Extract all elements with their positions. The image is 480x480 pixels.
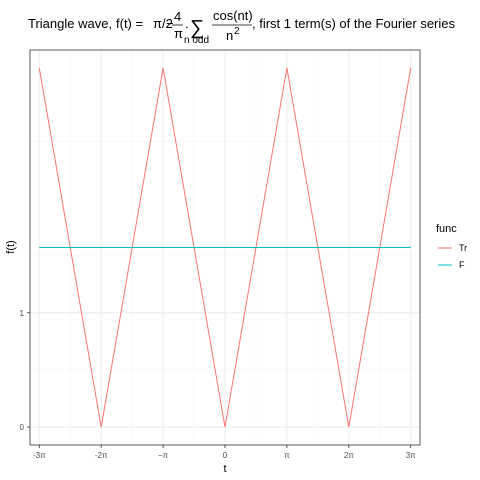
x-tick-label: -2π (95, 451, 108, 460)
title-cos-num: cos(nt) (213, 8, 253, 23)
x-tick-label: π (284, 451, 290, 460)
series-layer (38, 67, 412, 428)
title-dot: . (185, 16, 189, 31)
y-axis-ticks: 01 (20, 309, 30, 432)
title-cos-den: n (226, 28, 233, 43)
x-tick-label: 3π (406, 451, 416, 460)
chart-title: Triangle wave, f(t) = π/2 − 4 π . ∑ n od… (28, 8, 455, 46)
title-frac-den: π (174, 26, 183, 41)
x-axis-ticks: -3π -2π −π 0 π 2π 3π (33, 445, 416, 460)
x-axis-label: t (223, 463, 226, 475)
title-eq-lhs: f(t) = (116, 16, 143, 31)
title-minus: − (166, 16, 174, 31)
legend: func Tr F (436, 223, 467, 270)
x-tick-label: 0 (223, 451, 228, 460)
legend-title: func (436, 223, 457, 235)
x-tick-label: −π (158, 451, 169, 460)
plot-panel (29, 49, 421, 446)
title-prefix: Triangle wave, (28, 16, 112, 31)
x-tick-label: -3π (33, 451, 46, 460)
title-pi-over-2: π/2 (153, 16, 173, 31)
legend-label-f: F (459, 260, 465, 270)
title-cos-den-exp: 2 (234, 26, 240, 37)
title-sum-sub: n odd (184, 35, 209, 46)
title-sum: ∑ (190, 17, 204, 39)
title-frac-num: 4 (174, 9, 181, 24)
legend-entries: Tr F (438, 243, 467, 270)
series-line-tr (38, 67, 412, 428)
legend-label-tr: Tr (459, 243, 467, 253)
y-tick-label: 1 (20, 309, 25, 318)
x-tick-label: 2π (344, 451, 354, 460)
y-tick-label: 0 (20, 423, 25, 432)
y-axis-label: f(t) (5, 240, 17, 253)
title-suffix: , first 1 term(s) of the Fourier series (252, 16, 455, 31)
